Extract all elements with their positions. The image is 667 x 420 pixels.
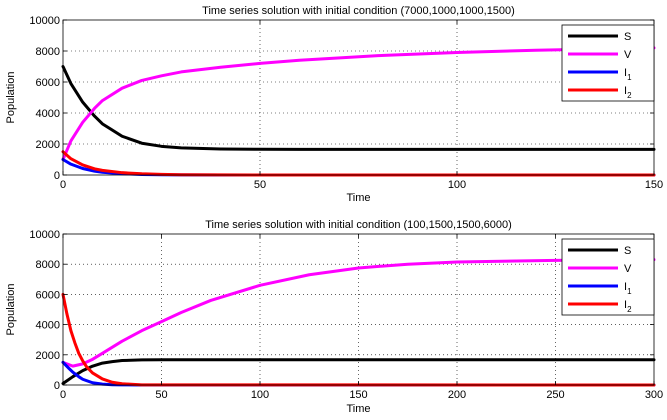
y-tick-label: 4000 [36, 108, 60, 120]
x-tick-label: 150 [349, 389, 367, 401]
x-tick-label: 250 [546, 389, 564, 401]
y-tick-label: 8000 [36, 259, 60, 271]
chart-title: Time series solution with initial condit… [205, 219, 512, 231]
legend: SV I1 I2 [561, 24, 655, 102]
legend-label: I1 [624, 281, 632, 296]
legend-label: V [624, 263, 632, 275]
x-tick-label: 0 [60, 389, 66, 401]
legend-label-subscript: 2 [627, 91, 632, 100]
x-tick-label: 300 [645, 389, 663, 401]
y-tick-label: 8000 [36, 46, 60, 58]
legend-label: V [624, 49, 632, 61]
y-tick-label: 6000 [36, 77, 60, 89]
y-axis-label: Population [5, 72, 17, 124]
chart-panel-1: 0 50 100 150 0 2000 4000 6000 8000 10000 Time seri… [5, 5, 663, 204]
legend-box [561, 238, 655, 316]
y-axis-label: Population [5, 284, 17, 336]
x-tick-label: 200 [448, 389, 466, 401]
legend: SV I1 I2 [561, 238, 655, 316]
legend-label-subscript: 1 [627, 73, 632, 82]
legend-box [561, 24, 655, 102]
y-tick-label: 4000 [36, 320, 60, 332]
y-tick-label: 6000 [36, 289, 60, 301]
x-tick-label: 50 [254, 179, 266, 191]
legend-label: S [624, 245, 631, 257]
chart-title: Time series solution with initial condit… [202, 5, 515, 17]
y-tick-label: 0 [54, 380, 60, 392]
y-tick-label: 10000 [29, 229, 60, 241]
x-axis-label: Time [346, 192, 370, 204]
series-line-i2 [61, 292, 656, 387]
series-line-v [61, 46, 656, 161]
legend-label-subscript: 1 [627, 287, 632, 296]
y-tick-label: 2000 [36, 139, 60, 151]
x-axis-label: Time [346, 403, 370, 415]
legend-label: I2 [624, 85, 632, 100]
x-tick-label: 100 [448, 179, 466, 191]
legend-label: I2 [624, 299, 632, 314]
chart-panel-2: 0 50 100 150 200 250 300 0 2000 4000 6000 8000 10000… [5, 219, 663, 415]
y-tick-label: 10000 [29, 15, 60, 27]
series-line-v [61, 258, 656, 368]
legend-label: S [624, 31, 631, 43]
legend-label-subscript: 2 [627, 305, 632, 314]
x-tick-label: 150 [645, 179, 663, 191]
series-line-s [61, 358, 656, 385]
series-line-s [61, 65, 656, 151]
x-tick-label: 50 [155, 389, 167, 401]
y-tick-label: 0 [54, 170, 60, 182]
x-tick-label: 0 [60, 179, 66, 191]
y-tick-label: 2000 [36, 350, 60, 362]
legend-label: I1 [624, 67, 632, 82]
x-tick-label: 100 [251, 389, 269, 401]
